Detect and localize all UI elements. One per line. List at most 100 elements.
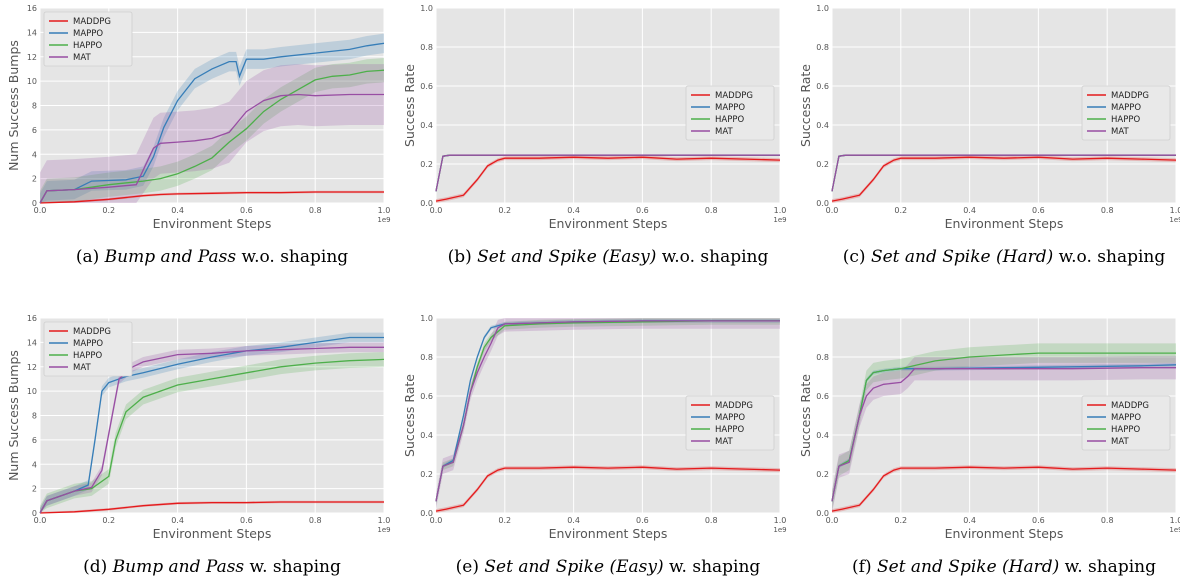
y-tick-label: 0.0 <box>420 199 433 208</box>
x-tick-label: 0.6 <box>240 516 253 525</box>
y-tick-label: 0.6 <box>420 82 433 91</box>
y-tick-label: 2 <box>32 485 37 494</box>
y-tick-label: 0.8 <box>816 43 829 52</box>
x-tick-label: 1.0 <box>1170 516 1180 525</box>
legend-label-mat: MAT <box>73 53 91 63</box>
legend: MADDPG MAPPO HAPPO MAT <box>1081 395 1171 451</box>
x-tick-label: 0.2 <box>498 206 511 215</box>
x-axis-label: Environment Steps <box>945 526 1064 541</box>
series-band-maddpg <box>832 465 1176 513</box>
x-tick-label: 0.0 <box>430 206 443 215</box>
chart-panel-a: 0.0 0.2 0.4 0.6 0.8 1.0 0 2 4 6 8 10 12 14 16 1e9 Enviro… <box>6 4 391 267</box>
x-multiplier-label: 1e9 <box>1169 526 1180 534</box>
legend-label-maddpg: MADDPG <box>715 401 753 411</box>
x-tick-label: 0.0 <box>826 516 839 525</box>
legend: MADDPG MAPPO HAPPO MAT <box>685 395 775 451</box>
y-tick-label: 0.4 <box>420 431 433 440</box>
panel-caption: (d) Bump and Pass w. shaping <box>83 557 341 577</box>
chart-panel-f: 0.00.20.40.60.81.00.00.20.40.60.81.01e9E… <box>798 314 1180 577</box>
caption-prefix: (f) <box>852 557 877 577</box>
legend-label-happo: HAPPO <box>1111 425 1140 435</box>
x-axis-label: Environment Steps <box>549 526 668 541</box>
y-tick-label: 1.0 <box>816 314 829 323</box>
chart-panel-d: 0.0 0.2 0.4 0.6 0.8 1.0 0 2 4 6 8 10 12 14 16 1e9 Enviro… <box>6 314 391 577</box>
x-tick-label: 0.6 <box>1032 206 1045 215</box>
x-multiplier-label: 1e9 <box>1169 216 1180 224</box>
series-line-happo <box>39 69 385 204</box>
series-line-mat <box>831 154 1176 192</box>
caption-suffix: w. shaping <box>664 557 761 577</box>
series-line-maddpg <box>39 191 384 204</box>
legend-label-maddpg: MADDPG <box>73 17 111 27</box>
series-line-maddpg <box>831 466 1177 512</box>
y-tick-label: 0.6 <box>816 392 829 401</box>
y-tick-label: 0.2 <box>816 470 829 479</box>
series-line-maddpg <box>831 156 1177 202</box>
chart-panel-c: 0.00.20.40.60.81.00.00.20.40.60.81.01e9E… <box>798 4 1180 267</box>
x-tick-label: 0.4 <box>963 516 976 525</box>
caption-prefix: (b) <box>448 247 478 267</box>
panel-caption: (e) Set and Spike (Easy) w. shaping <box>456 557 761 577</box>
y-tick-label: 8 <box>32 102 37 111</box>
caption-suffix: w. shaping <box>244 557 341 577</box>
y-tick-label: 0 <box>32 199 37 208</box>
legend-label-mat: MAT <box>73 363 91 373</box>
y-tick-label: 8 <box>32 412 37 421</box>
series-line-mat <box>39 346 384 514</box>
caption-suffix: w.o. shaping <box>656 247 768 267</box>
legend-label-happo: HAPPO <box>73 41 102 51</box>
y-gridlines <box>832 317 1176 514</box>
series-band-maddpg <box>436 155 780 203</box>
legend-box <box>43 321 133 377</box>
series-line-maddpg <box>39 501 384 514</box>
y-tick-label: 10 <box>27 387 37 396</box>
x-tick-label: 0.8 <box>309 206 322 215</box>
legend-label-mappo: MAPPO <box>715 103 745 113</box>
legend: MADDPG MAPPO HAPPO MAT <box>43 321 133 377</box>
y-tick-label: 0.0 <box>816 509 829 518</box>
y-tick-label: 0.6 <box>816 82 829 91</box>
y-tick-label: 4 <box>32 150 37 159</box>
y-tick-label: 14 <box>27 338 37 347</box>
legend-label-mat: MAT <box>1111 437 1129 447</box>
x-tick-label: 1.0 <box>774 206 787 215</box>
x-tick-label: 0.4 <box>567 516 580 525</box>
x-tick-label: 0.6 <box>240 206 253 215</box>
x-tick-label: 0.2 <box>102 206 115 215</box>
x-tick-label: 0.8 <box>705 516 718 525</box>
x-tick-label: 0.0 <box>430 516 443 525</box>
legend-box <box>685 85 775 141</box>
x-tick-label: 0.4 <box>171 516 184 525</box>
legend-label-maddpg: MADDPG <box>73 327 111 337</box>
y-tick-label: 1.0 <box>816 4 829 13</box>
series-line-mat <box>39 93 384 204</box>
y-tick-label: 0.2 <box>420 160 433 169</box>
legend-label-maddpg: MADDPG <box>1111 91 1149 101</box>
y-tick-label: 10 <box>27 77 37 86</box>
y-tick-label: 14 <box>27 28 37 37</box>
series-line-maddpg <box>435 156 781 202</box>
y-tick-label: 0.4 <box>420 121 433 130</box>
legend: MADDPG MAPPO HAPPO MAT <box>43 11 133 67</box>
legend-label-mat: MAT <box>1111 127 1129 137</box>
y-tick-label: 16 <box>27 314 37 323</box>
panel-caption: (b) Set and Spike (Easy) w.o. shaping <box>448 247 769 267</box>
legend-label-maddpg: MADDPG <box>715 91 753 101</box>
caption-suffix: w.o. shaping <box>1053 247 1165 267</box>
y-tick-label: 0.0 <box>420 509 433 518</box>
legend-label-mappo: MAPPO <box>73 339 103 349</box>
x-multiplier-label: 1e9 <box>773 216 786 224</box>
y-axis-label: Num Success Bumps <box>6 40 21 171</box>
series-line-mappo <box>39 336 384 514</box>
x-tick-label: 0.8 <box>309 516 322 525</box>
legend-label-mat: MAT <box>715 437 733 447</box>
legend-box <box>1081 395 1171 451</box>
x-axis-label: Environment Steps <box>945 216 1064 231</box>
chart-panel-b: 0.0 0.2 0.4 0.6 0.8 1.00.00.20.40.60.81.01e9E… <box>402 4 787 267</box>
legend: MADDPG MAPPO HAPPO MAT <box>685 85 775 141</box>
legend-box <box>43 11 133 67</box>
panel-caption: (f) Set and Spike (Hard) w. shaping <box>852 557 1156 577</box>
x-multiplier-label: 1e9 <box>377 216 390 224</box>
caption-task: Bump and Pass <box>104 247 237 267</box>
